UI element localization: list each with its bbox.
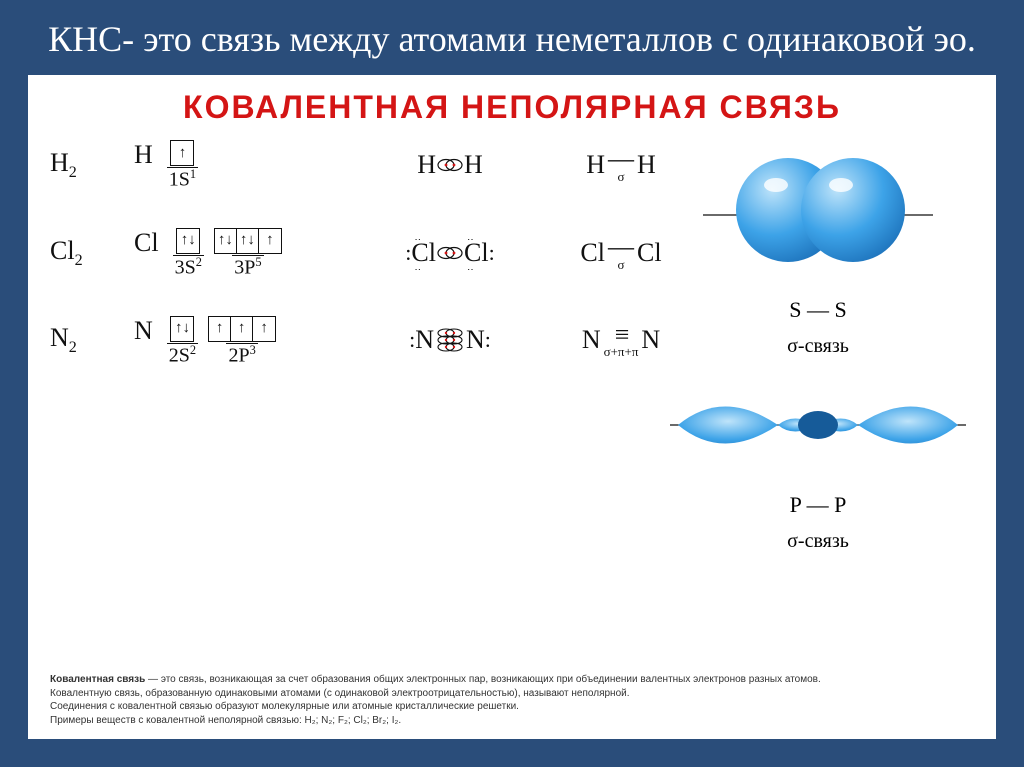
config-n: N ↑↓ 2S2 ↑ ↑ ↑ 2P3 [134,316,354,366]
s-label: S — S [789,297,846,323]
p-label: P — P [790,492,847,518]
overlap-icon [436,245,464,261]
formula-h2: H2 [50,148,108,182]
slide: КНС- это связь между атомами неметаллов … [0,0,1024,767]
slide-title: КНС- это связь между атомами неметаллов … [0,0,1024,75]
s-sublabel: σ-связь [787,335,849,358]
shell-2p: ↑ ↑ ↑ 2P3 [208,316,276,366]
triple-overlap-icon [434,327,466,353]
s-orbital-icon [698,145,938,285]
overlap-icon [436,157,464,173]
orbital-diagrams: S — S σ-связь [668,145,968,553]
shell-1s: ↑ 1S1 [167,140,198,190]
footnote: Ковалентная связь — это связь, возникающ… [50,673,974,727]
p-orbital-icon [668,370,968,480]
p-sublabel: σ-связь [787,530,849,553]
config-h: H ↑ 1S1 [134,140,354,190]
config-cl: Cl ↑↓ 3S2 ↑↓ ↑↓ ↑ 3P5 [134,228,354,278]
lewis-h2: HH [380,150,520,180]
shell-3s: ↑↓ 3S2 [173,228,204,278]
lewis-cl2: :‥Cl‥ ‥Cl‥: [380,238,520,268]
heading: КОВАЛЕНТНАЯ НЕПОЛЯРНАЯ СВЯЗЬ [50,89,974,126]
shell-3p: ↑↓ ↑↓ ↑ 3P5 [214,228,282,278]
shell-2s: ↑↓ 2S2 [167,316,198,366]
lewis-n2: :N N: [380,325,520,355]
content-panel: КОВАЛЕНТНАЯ НЕПОЛЯРНАЯ СВЯЗЬ H2 H ↑ 1S1 … [28,75,996,739]
formula-n2: N2 [50,323,108,357]
formula-cl2: Cl2 [50,236,108,270]
